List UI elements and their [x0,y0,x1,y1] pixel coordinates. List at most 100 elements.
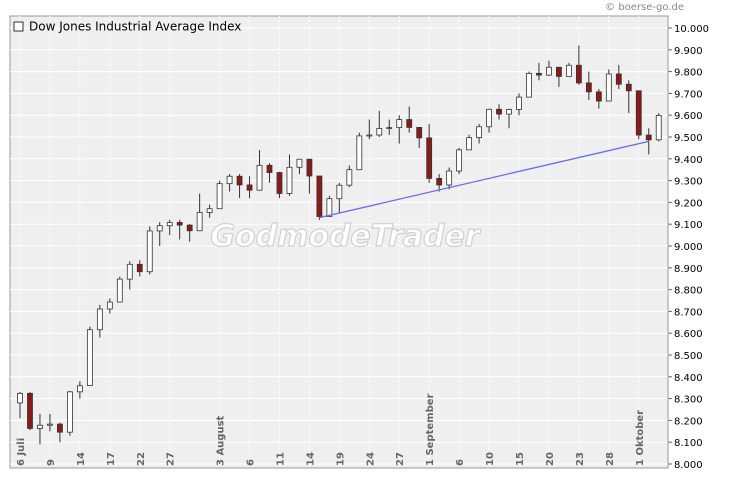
x-tick-label: 14 [305,452,316,466]
y-tick-label: 10.000 [674,24,709,35]
candle-body [27,392,33,429]
candle-body [236,175,243,186]
candle-body [266,164,273,173]
candle-body [426,137,433,179]
candle-body [546,66,552,76]
candle-body [396,119,403,129]
y-tick-label: 8.000 [674,460,703,471]
y-tick-label: 8.100 [674,438,703,449]
candle-body [76,385,83,393]
y-tick-label: 8.400 [674,373,703,384]
candle-body [296,158,303,168]
candle-body [655,115,662,141]
candle-body [526,72,532,98]
candle-body [635,90,642,136]
x-tick-label: 20 [545,452,556,466]
y-tick-label: 9.500 [674,133,703,144]
x-tick-label: 6 Juli [16,438,27,466]
candle-body [575,64,582,84]
candle-body [156,225,163,232]
candle-body [176,222,183,226]
candle-body [86,329,93,386]
candle-body [276,172,283,194]
x-tick-label: 6 [455,459,466,466]
candle-body [466,137,473,151]
candle-body [306,158,313,177]
candle-body [436,178,443,186]
candle-body [605,73,612,102]
candle-body [326,198,333,217]
candle-body [486,108,492,128]
candle-body [37,424,43,429]
candle-body [456,149,463,172]
candle-body [136,263,143,273]
x-tick-label: 17 [106,452,117,466]
candle-body [446,170,453,186]
candle-body [615,73,622,85]
candle-body [186,224,193,232]
y-tick-label: 8.500 [674,351,703,362]
watermark: GodmodeTrader [210,219,481,254]
x-tick-label: 10 [485,452,496,466]
candle-body [57,423,63,433]
y-tick-label: 9.200 [674,198,703,209]
candle-body [116,278,123,303]
candle-body [226,175,233,185]
x-tick-label: 11 [275,452,286,466]
y-tick-label: 8.200 [674,416,703,427]
x-tick-label: 15 [515,452,526,466]
candle-body [206,208,213,213]
y-tick-label: 9.700 [674,89,703,100]
candle-body [556,66,562,77]
candle-body [366,134,373,137]
candle-body [17,392,23,404]
y-tick-label: 8.600 [674,329,703,340]
candle-body [316,175,323,217]
candle-body [256,164,263,191]
y-tick-label: 8.300 [674,395,703,406]
x-tick-label: 19 [335,452,346,466]
x-tick-label: 1 September [425,393,436,466]
trend-line [319,140,649,219]
candle-body [166,222,173,227]
y-tick-label: 9.000 [674,242,703,253]
candle-body [346,169,353,186]
candle-body [386,127,393,130]
candle-body [516,96,522,110]
y-tick-label: 9.100 [674,220,703,231]
candle-body [595,91,602,102]
candle-body [146,230,153,273]
x-tick-label: 9 [46,459,57,466]
candle-body [376,128,383,136]
grid: 8.000 8.100 8.200 8.300 8.400 8.500 8.600 8.700… [10,16,709,471]
y-tick-label: 9.600 [674,111,703,122]
candle-body [216,183,223,210]
candle-body [126,263,133,280]
x-tick-label: 3 August [216,415,227,466]
x-tick-label: 22 [136,452,147,466]
candle-body [336,184,343,200]
x-tick-label: 14 [76,452,87,466]
legend-marker [13,21,24,32]
y-tick-label: 8.800 [674,286,703,297]
candle-body [585,82,592,93]
candle-body [47,423,53,426]
candle-body [566,64,572,77]
y-tick-label: 8.700 [674,307,703,318]
legend-label: Dow Jones Industrial Average Index [29,20,241,34]
marks [17,45,662,445]
x-tick-label: 27 [395,452,406,466]
candle-body [645,134,652,141]
candle-body [536,72,542,76]
candle-body [416,127,423,139]
candle-body [196,212,203,232]
y-tick-label: 9.400 [674,155,703,166]
x-tick-label: 23 [575,452,586,466]
candle-body [476,126,482,139]
y-tick-label: 9.300 [674,177,703,188]
y-tick-label: 9.900 [674,46,703,57]
candle-body [286,166,293,194]
candle-body [406,119,413,128]
y-tick-label: 8.900 [674,264,703,275]
